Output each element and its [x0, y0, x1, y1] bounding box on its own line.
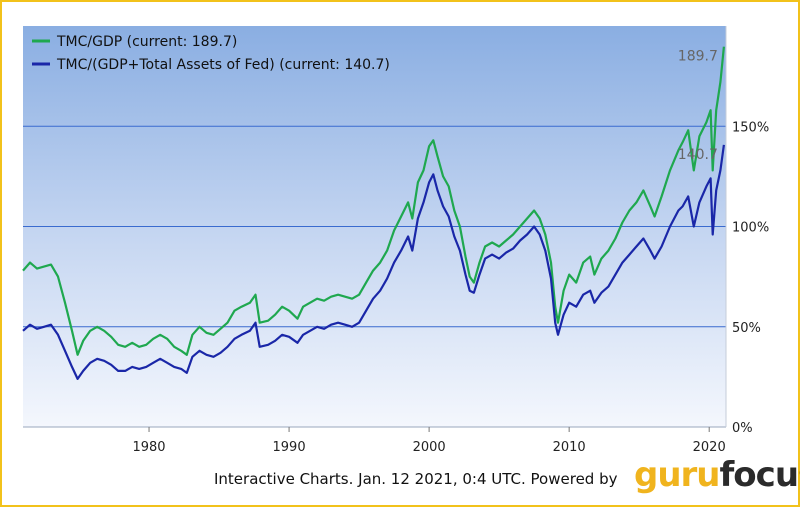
legend-label-1: TMC/GDP (current: 189.7) — [56, 34, 237, 50]
x-tick-label: 2010 — [553, 440, 586, 455]
series-end-label-2: 140.7 — [678, 147, 718, 163]
gurufocus-logo[interactable]: gurufocus — [634, 455, 800, 495]
series-line-2 — [22, 144, 725, 380]
x-tick-label: 2020 — [693, 440, 726, 455]
series-end-label-1: 189.7 — [678, 49, 718, 65]
y-tick-label: 100% — [732, 221, 769, 236]
x-tick-label: 1980 — [132, 440, 165, 455]
x-tick-label: 1990 — [273, 440, 306, 455]
series-line-1 — [22, 46, 725, 356]
x-tick-label: 2000 — [413, 440, 446, 455]
y-tick-label: 50% — [732, 321, 761, 336]
brand-part1: guru — [634, 455, 721, 495]
brand-part2: focus — [719, 455, 800, 495]
y-tick-label: 0% — [732, 421, 753, 436]
legend-label-2: TMC/(GDP+Total Assets of Fed) (current: … — [56, 57, 390, 73]
y-tick-label: 150% — [732, 120, 769, 135]
footer-text: Interactive Charts. Jan. 12 2021, 0:4 UT… — [214, 470, 618, 488]
